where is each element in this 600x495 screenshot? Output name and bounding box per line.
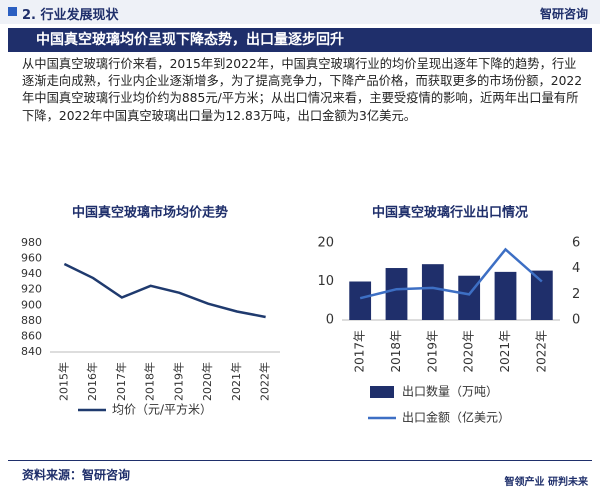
x-tick-label: 2015年 bbox=[56, 362, 70, 401]
y-tick-label: 940 bbox=[21, 267, 42, 280]
x-tick-label: 2021年 bbox=[229, 362, 243, 401]
x-tick-label: 2021年 bbox=[498, 330, 512, 373]
x-tick-label: 2018年 bbox=[389, 330, 403, 373]
bar bbox=[494, 271, 517, 320]
section-title: 2. 行业发展现状 bbox=[22, 8, 119, 23]
y-tick-label: 980 bbox=[21, 236, 42, 249]
x-tick-label: 2017年 bbox=[114, 362, 128, 401]
x-tick-label: 2022年 bbox=[258, 362, 272, 401]
x-tick-label: 2019年 bbox=[171, 362, 185, 401]
footer: 智领产业 研判未来 bbox=[505, 473, 588, 488]
footer-right: 研判未来 bbox=[548, 477, 588, 488]
bar bbox=[349, 281, 372, 320]
divider bbox=[8, 460, 592, 461]
icon bbox=[8, 7, 17, 16]
top-bar bbox=[0, 0, 600, 24]
y-tick-label: 900 bbox=[21, 298, 42, 311]
bar bbox=[530, 270, 553, 320]
x-tick-label: 2020年 bbox=[200, 362, 214, 401]
y-tick-label: 20 bbox=[317, 236, 334, 251]
y-tick-label: 920 bbox=[21, 283, 42, 296]
y-tick-label: 960 bbox=[21, 252, 42, 265]
bar bbox=[421, 264, 444, 320]
y2-tick-label: 0 bbox=[572, 313, 580, 328]
logo: 智研咨询 bbox=[539, 7, 588, 21]
x-tick-label: 2018年 bbox=[143, 362, 157, 401]
y2-tick-label: 2 bbox=[572, 287, 580, 302]
y2-tick-label: 4 bbox=[572, 261, 580, 276]
y-tick-label: 0 bbox=[326, 313, 334, 328]
banner: 中国真空玻璃均价呈现下降态势，出口量逐步回升 bbox=[8, 28, 592, 52]
legend-label: 出口数量（万吨） bbox=[402, 384, 498, 399]
x-tick-label: 2020年 bbox=[462, 330, 476, 373]
y-tick-label: 10 bbox=[317, 274, 334, 289]
legend-label: 出口金额（亿美元） bbox=[402, 410, 510, 425]
x-tick-label: 2016年 bbox=[85, 362, 99, 401]
x-tick-label: 2022年 bbox=[534, 330, 548, 373]
y2-tick-label: 6 bbox=[572, 236, 580, 251]
y-tick-label: 840 bbox=[21, 345, 42, 358]
line bbox=[63, 262, 266, 319]
chart-title: 中国真空玻璃市场均价走势 bbox=[72, 205, 228, 221]
x-tick-label: 2019年 bbox=[425, 330, 439, 373]
source: 资料来源：智研咨询 bbox=[22, 468, 131, 482]
y-tick-label: 880 bbox=[21, 314, 42, 327]
x-tick-label: 2017年 bbox=[353, 330, 367, 373]
line bbox=[359, 247, 543, 300]
chart-title: 中国真空玻璃行业出口情况 bbox=[372, 205, 528, 221]
y-tick-label: 860 bbox=[21, 329, 42, 342]
bar bbox=[458, 275, 481, 320]
bar bbox=[385, 268, 408, 320]
paragraph: 从中国真空玻璃行价来看，2015年到2022年，中国真空玻璃行业的均价呈现出逐年… bbox=[22, 57, 583, 123]
legend-label: 均价（元/平方米） bbox=[112, 402, 212, 417]
footer-left: 智领产业 bbox=[504, 477, 545, 488]
legend-swatch bbox=[370, 386, 394, 398]
